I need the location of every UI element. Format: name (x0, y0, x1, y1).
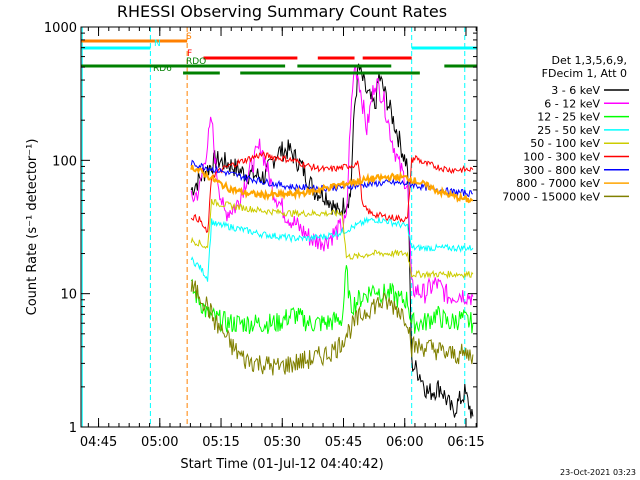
plot-frame (80, 26, 478, 428)
x-tick-label: 05:00 (141, 435, 178, 450)
y-tick-label: 1000 (44, 21, 77, 36)
flag-label-f: F (187, 49, 192, 59)
x-axis: 04:45 05:00 05:15 05:30 05:45 06:00 06:15 (80, 27, 485, 450)
legend-label: 300 - 800 keV (523, 164, 600, 177)
flag-label-s: S (186, 32, 192, 42)
flag-label-rdo: RDO (186, 57, 206, 67)
x-tick-label: 05:45 (325, 435, 362, 450)
legend-label: 7000 - 15000 keV (502, 190, 600, 203)
legend-header: FDecim 1, Att 0 (542, 67, 627, 80)
x-tick-label: 05:30 (264, 435, 301, 450)
legend-label: 6 - 12 keV (544, 97, 600, 110)
y-axis: 1 10 100 1000 (44, 21, 477, 436)
x-tick-label: 05:15 (202, 435, 239, 450)
series-line-7 (190, 164, 474, 204)
vertical-markers (81, 27, 466, 427)
legend: Det 1,3,5,6,9,FDecim 1, Att 0 3 - 6 keV6 … (502, 54, 629, 203)
legend-label: 800 - 7000 keV (516, 177, 600, 190)
series-line-3 (190, 216, 474, 282)
series-line-0 (190, 63, 474, 419)
y-axis-label: Count Rate (s⁻¹ detector⁻¹) (25, 139, 40, 316)
y-tick-label: 1 (69, 421, 77, 436)
series-line-8 (190, 280, 474, 376)
y-tick-label: 10 (60, 288, 77, 303)
legend-label: 12 - 25 keV (537, 111, 600, 124)
y-tick-label: 100 (52, 154, 77, 169)
series-layer (190, 63, 474, 419)
legend-label: 25 - 50 keV (537, 124, 600, 137)
timestamp: 23-Oct-2021 03:23 (560, 468, 636, 477)
x-tick-label: 06:00 (386, 435, 423, 450)
x-tick-label: 06:15 (447, 435, 484, 450)
series-line-4 (190, 198, 474, 280)
legend-label: 50 - 100 keV (530, 137, 600, 150)
flag-label-n: N (154, 39, 161, 49)
series-line-5 (190, 151, 474, 233)
legend-label: 3 - 6 keV (551, 84, 600, 97)
chart-title: RHESSI Observing Summary Count Rates (117, 2, 447, 21)
legend-label: 100 - 300 keV (523, 151, 600, 164)
series-line-1 (190, 65, 474, 306)
legend-header: Det 1,3,5,6,9, (551, 54, 627, 67)
series-line-2 (190, 265, 474, 335)
x-axis-label: Start Time (01-Jul-12 04:40:42) (180, 457, 383, 472)
x-tick-label: 04:45 (80, 435, 117, 450)
flag-label-rd6: RD6 (153, 64, 172, 74)
